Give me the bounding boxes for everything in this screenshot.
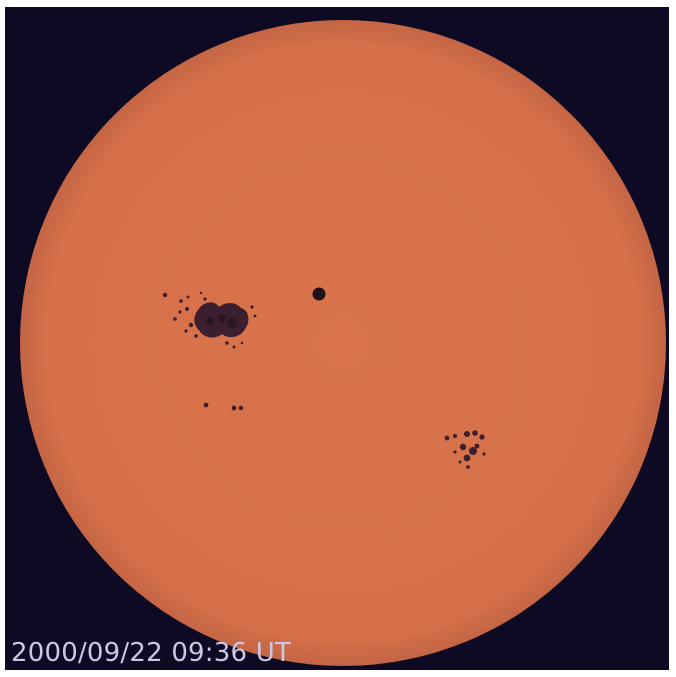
sunspot-round — [312, 287, 326, 301]
observation-timestamp: 2000/09/22 09:36 UT — [11, 638, 292, 668]
image-frame: 2000/09/22 09:36 UT — [5, 7, 669, 670]
sunspot-group-right — [444, 430, 486, 469]
solar-disk-image — [20, 20, 666, 666]
sun-disk — [20, 20, 666, 666]
sunspot-group-large — [162, 291, 257, 349]
sunspot-group-small — [203, 402, 244, 411]
